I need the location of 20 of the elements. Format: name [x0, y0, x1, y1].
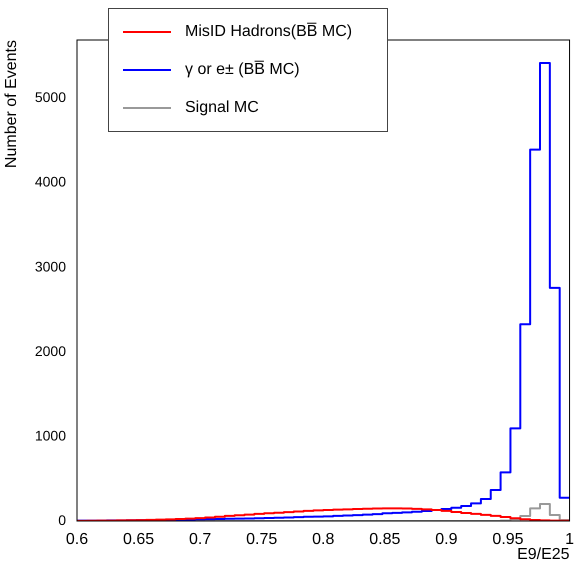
y-tick-label: 1000 — [34, 427, 66, 444]
legend-label: γ or e± (BB̅ MC) — [185, 61, 300, 79]
x-tick-label: 0.95 — [492, 531, 524, 548]
legend-label: MisID Hadrons(BB̅ MC) — [185, 23, 352, 41]
y-tick-label: 4000 — [34, 174, 66, 190]
x-tick-label: 0.75 — [246, 531, 278, 548]
x-tick-label: 0.9 — [435, 531, 458, 548]
x-tick-label: 0.65 — [123, 531, 154, 548]
y-tick-label: 3000 — [34, 258, 66, 274]
y-tick-label: 5000 — [34, 89, 66, 106]
y-tick-label: 0 — [58, 512, 66, 528]
x-tick-label: 0.8 — [312, 531, 334, 548]
y-tick-label: 2000 — [34, 342, 66, 359]
y-axis-title: Number of Events — [3, 40, 20, 168]
x-tick-label: 0.6 — [66, 531, 88, 548]
x-tick-label: 0.7 — [189, 531, 212, 548]
x-axis-title: E9/E25 — [517, 546, 570, 563]
legend-label: Signal MC — [185, 99, 259, 117]
x-tick-label: 1 — [565, 531, 574, 548]
x-tick-label: 0.85 — [369, 531, 401, 548]
